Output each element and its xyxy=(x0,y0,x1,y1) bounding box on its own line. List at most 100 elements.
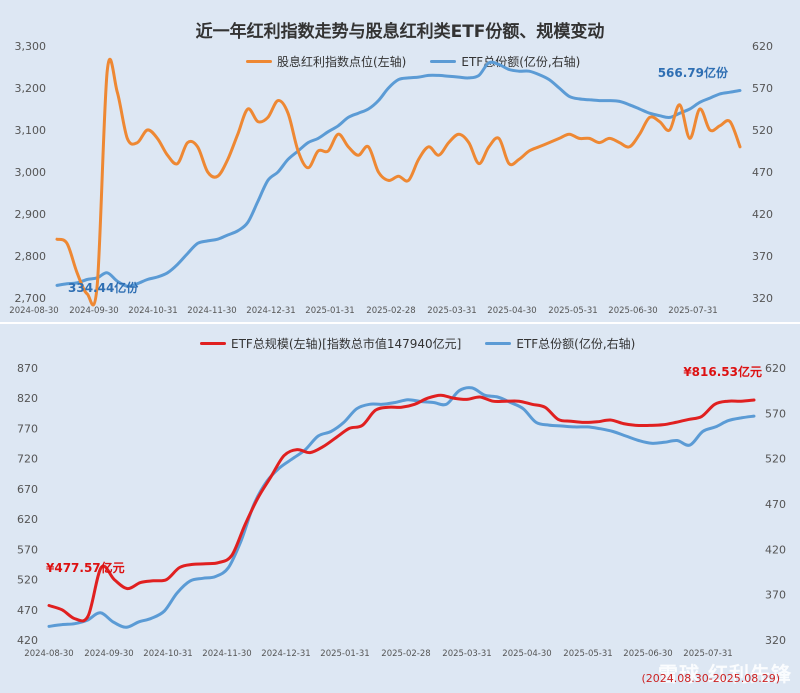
data-point xyxy=(337,133,339,135)
data-point xyxy=(418,158,420,160)
legend-label: 股息红利指数点位(左轴) xyxy=(277,55,407,69)
legend-label: ETF总份额(亿份,右轴) xyxy=(461,55,581,69)
bottom-legend: ETF总规模(左轴)[指数总市值147940亿元] ETF总份额(亿份,右轴) xyxy=(200,335,659,352)
data-point xyxy=(156,137,158,139)
legend-swatch-blue xyxy=(485,342,512,345)
data-point xyxy=(689,137,691,139)
data-point xyxy=(753,415,755,417)
data-point xyxy=(701,415,703,417)
data-point xyxy=(176,592,178,594)
legend-label: ETF总份额(亿份,右轴) xyxy=(516,337,636,351)
data-point xyxy=(146,278,148,281)
series-line xyxy=(55,57,742,307)
data-point xyxy=(628,104,631,106)
y-right-tick-label: 520 xyxy=(752,124,773,137)
data-point xyxy=(146,129,148,131)
data-point xyxy=(309,452,311,454)
data-point xyxy=(61,609,63,611)
data-point xyxy=(659,121,661,123)
data-point xyxy=(702,430,704,433)
data-point xyxy=(739,146,741,148)
data-point xyxy=(535,421,537,423)
data-point xyxy=(99,612,101,614)
x-tick-label: 2024-08-30 xyxy=(9,306,58,316)
x-tick-label: 2024-08-30 xyxy=(24,649,73,659)
data-point xyxy=(113,579,115,581)
data-point xyxy=(625,435,627,437)
data-point xyxy=(618,142,621,144)
data-point xyxy=(458,390,460,392)
data-point xyxy=(669,116,671,118)
data-point xyxy=(270,476,272,478)
watermark: 雪球 红利先锋 xyxy=(658,662,792,686)
data-point xyxy=(100,566,102,569)
data-point xyxy=(669,129,671,131)
data-point xyxy=(561,425,563,427)
data-point xyxy=(296,449,298,451)
y-right-tick-label: 520 xyxy=(765,453,786,466)
data-point xyxy=(578,137,580,139)
data-point xyxy=(676,439,678,442)
data-point xyxy=(639,108,641,110)
legend-swatch-red xyxy=(200,342,226,345)
data-point xyxy=(327,150,329,152)
y-left-tick-label: 3,100 xyxy=(15,124,47,137)
data-point xyxy=(548,142,550,144)
data-point xyxy=(163,610,165,612)
data-point xyxy=(599,428,601,430)
x-tick-label: 2025-05-31 xyxy=(563,649,612,659)
data-point xyxy=(136,142,138,144)
data-point xyxy=(125,626,127,628)
data-point xyxy=(322,446,324,448)
y-left-tick-label: 3,300 xyxy=(15,40,47,53)
data-point xyxy=(548,424,550,426)
data-point xyxy=(518,400,520,402)
data-point xyxy=(609,419,612,421)
y-right-tick-label: 370 xyxy=(765,589,786,602)
data-point xyxy=(583,421,585,423)
data-point xyxy=(488,146,490,148)
x-tick-label: 2024-10-31 xyxy=(128,306,177,316)
data-point xyxy=(335,436,337,439)
data-point xyxy=(368,403,371,405)
data-point xyxy=(291,458,294,460)
data-point xyxy=(277,100,279,102)
data-point xyxy=(428,74,430,76)
data-point xyxy=(357,112,359,114)
y-right-tick-label: 470 xyxy=(765,498,786,511)
data-point xyxy=(397,175,400,177)
y-left-tick-label: 820 xyxy=(17,392,38,405)
data-point xyxy=(729,121,731,123)
data-point xyxy=(714,403,716,405)
data-point xyxy=(367,146,369,148)
data-point xyxy=(247,221,249,223)
data-point xyxy=(231,554,233,556)
data-point xyxy=(348,427,350,429)
y-right-tick-label: 470 xyxy=(752,166,773,179)
data-point xyxy=(588,99,590,101)
data-point xyxy=(317,137,319,139)
data-point xyxy=(445,403,447,405)
data-point xyxy=(217,175,219,177)
data-point xyxy=(87,615,89,617)
x-tick-label: 2025-05-31 xyxy=(548,306,597,316)
data-point xyxy=(505,400,507,402)
data-point xyxy=(187,252,189,255)
data-point xyxy=(635,424,638,426)
y-right-tick-label: 370 xyxy=(752,250,773,263)
data-point xyxy=(74,618,76,620)
x-tick-label: 2025-01-31 xyxy=(320,649,369,659)
data-point xyxy=(166,272,169,274)
x-tick-label: 2024-10-31 xyxy=(143,649,192,659)
data-point xyxy=(498,63,500,66)
data-point xyxy=(753,399,755,401)
data-point xyxy=(679,112,681,114)
data-point xyxy=(387,179,390,181)
data-point xyxy=(719,93,721,95)
data-point xyxy=(397,79,400,81)
start-value-label: 334.44亿份 xyxy=(68,280,139,295)
data-point xyxy=(237,133,239,135)
x-tick-label: 2025-03-31 xyxy=(442,649,491,659)
top-chart-panel: 近一年红利指数走势与股息红利类ETF份额、规模变动 股息红利指数点位(左轴) E… xyxy=(0,0,800,322)
data-point xyxy=(116,280,118,282)
